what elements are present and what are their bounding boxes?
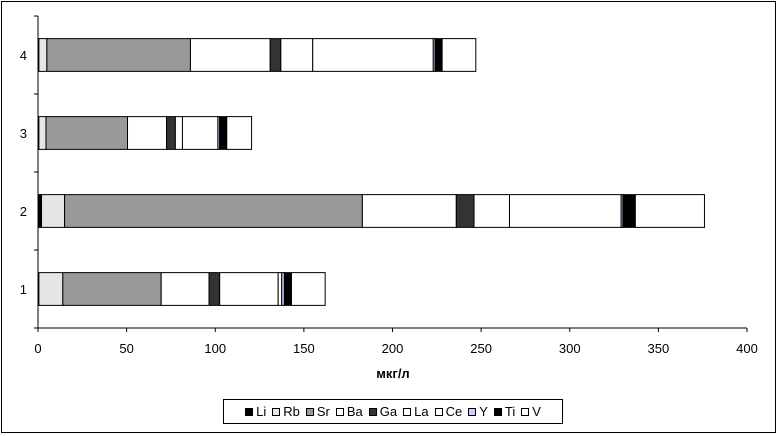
bar-segment-ti-1 (283, 272, 292, 306)
bar-segment-la-3 (174, 116, 183, 150)
bar-segment-sr-3 (45, 116, 129, 150)
bar-segment-v-4 (441, 38, 477, 72)
legend-item-rb: Rb (272, 404, 300, 419)
legend-item-la: La (403, 404, 429, 419)
y-category-label: 3 (20, 126, 27, 141)
bar-segment-sr-2 (64, 194, 363, 228)
legend-swatch (468, 407, 477, 416)
legend-item-y: Y (468, 404, 488, 419)
legend-item-v: V (521, 404, 541, 419)
legend-label: Ba (346, 404, 363, 419)
bar-segment-ti-3 (219, 116, 228, 150)
bar-segment-rb-4 (38, 38, 48, 72)
bar-segment-ga-1 (208, 272, 221, 306)
legend-swatch (403, 407, 412, 416)
legend-label: Rb (283, 404, 300, 419)
y-category-label: 2 (20, 204, 27, 219)
legend-item-ba: Ba (335, 404, 363, 419)
legend-item-ce: Ce (434, 404, 463, 419)
bar-segment-sr-1 (62, 272, 162, 306)
bar-segment-la-4 (280, 38, 314, 72)
x-tick-label: 50 (119, 341, 133, 356)
bar-segment-ce-1 (277, 272, 283, 306)
legend-label: Ti (504, 404, 516, 419)
x-tick-label: 350 (648, 341, 670, 356)
bar-segment-v-1 (290, 272, 326, 306)
bar-segment-ba-3 (127, 116, 168, 150)
x-tick-label: 400 (736, 341, 758, 356)
bar-segment-ba-1 (160, 272, 210, 306)
bar-segment-li-2 (37, 194, 43, 228)
y-category-label: 4 (20, 48, 27, 63)
axes-layer: 0 50 100 150 200 250 300 350 400 1 2 3 4 (20, 15, 758, 356)
bar-segment-ti-4 (434, 38, 443, 72)
legend-swatch (368, 407, 377, 416)
bar-segment-ga-4 (269, 38, 282, 72)
legend-label: Ga (379, 404, 398, 419)
legend-label: La (414, 404, 429, 419)
x-tick-label: 200 (382, 341, 404, 356)
legend-item-ti: Ti (493, 404, 516, 419)
legend-item-li: Li (245, 404, 266, 419)
legend-label: Li (256, 404, 267, 419)
legend-label: Y (479, 404, 488, 419)
legend-item-ga: Ga (368, 404, 398, 419)
bar-segment-v-2 (634, 194, 705, 228)
bar-segment-la-2 (473, 194, 510, 228)
legend-swatch (434, 407, 443, 416)
bar-segment-v-3 (226, 116, 253, 150)
x-tick-label: 100 (204, 341, 226, 356)
legend-label: Sr (316, 404, 330, 419)
legend-swatch (493, 407, 502, 416)
bar-segment-ba-2 (361, 194, 457, 228)
x-axis-title: мкг/л (376, 366, 409, 381)
bar-segment-ti-2 (622, 194, 636, 228)
x-tick-label: 150 (293, 341, 315, 356)
bar-segment-ce-2 (508, 194, 622, 228)
x-tick-label: 250 (470, 341, 492, 356)
bar-segment-la-1 (219, 272, 279, 306)
bar-segment-rb-2 (41, 194, 66, 228)
bars-layer (37, 38, 705, 306)
y-category-label: 1 (20, 282, 27, 297)
x-tick-label: 300 (559, 341, 581, 356)
bar-segment-sr-4 (46, 38, 191, 72)
bar-segment-ba-4 (189, 38, 271, 72)
legend-label: V (532, 404, 541, 419)
x-tick-label: 0 (34, 341, 41, 356)
legend-label: Ce (445, 404, 463, 419)
legend-swatch (245, 407, 254, 416)
legend-swatch (305, 407, 314, 416)
bar-segment-ce-3 (181, 116, 219, 150)
legend-item-sr: Sr (305, 404, 330, 419)
legend-swatch (335, 407, 344, 416)
bar-segment-ga-2 (455, 194, 475, 228)
legend-swatch (521, 407, 530, 416)
bar-segment-ga-3 (166, 116, 176, 150)
bar-segment-rb-3 (38, 116, 47, 150)
legend: Li Rb Sr Ba Ga La Ce Y Ti V (223, 399, 563, 424)
bar-segment-rb-1 (38, 272, 64, 306)
bar-segment-ce-4 (312, 38, 434, 72)
legend-swatch (272, 407, 281, 416)
